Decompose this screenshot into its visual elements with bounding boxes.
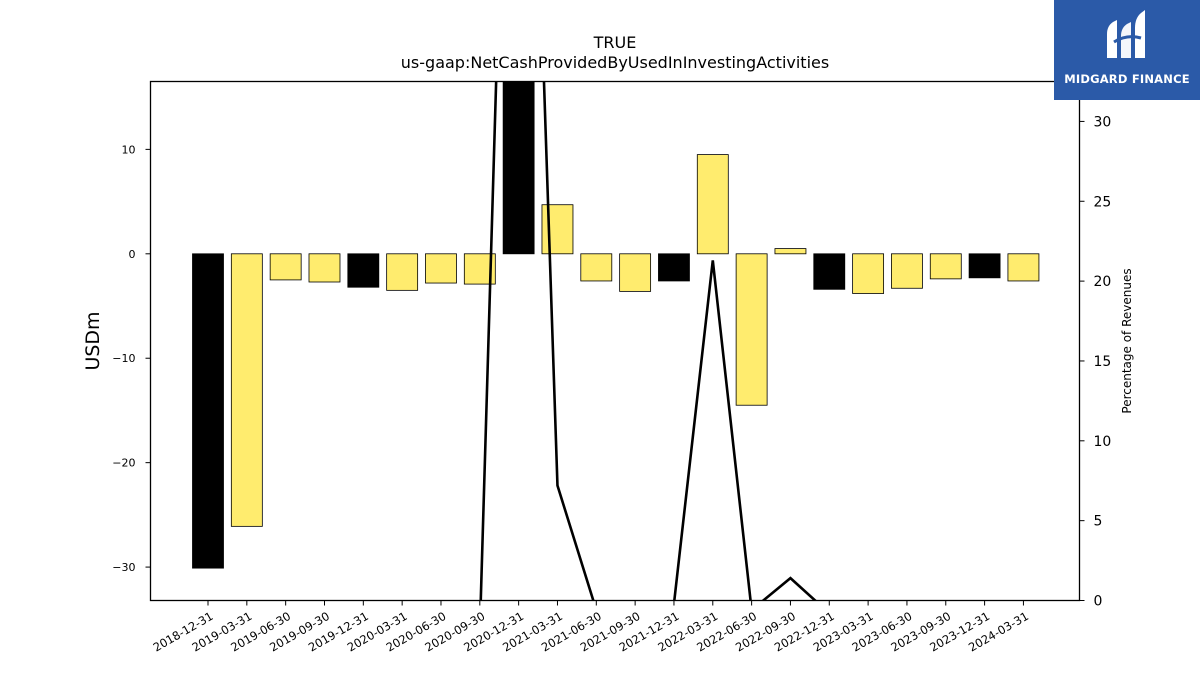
bar-2021-09-30	[619, 253, 652, 292]
bar-2022-03-31	[696, 154, 729, 255]
brand-name: MIDGARD FINANCE	[1064, 72, 1190, 86]
bar-2021-12-31	[658, 253, 690, 282]
bar-2019-12-31	[347, 253, 380, 288]
bar-2020-12-31	[502, 81, 535, 255]
bar-2018-12-31	[192, 253, 224, 569]
y2-tick-label: 10	[1094, 434, 1112, 450]
line-segment-1	[673, 260, 818, 601]
bar-2021-06-30	[580, 253, 613, 282]
bar-2022-06-30	[735, 253, 768, 406]
bar-2022-09-30	[774, 248, 807, 255]
bar-2019-09-30	[308, 253, 341, 283]
bar-2024-03-31	[1007, 253, 1040, 282]
bar-2019-03-31	[230, 253, 263, 527]
y2-axis-label: Percentage of Revenues	[1120, 268, 1134, 413]
y-axis-label: USDm	[82, 311, 104, 370]
y-tick-label: −30	[112, 561, 135, 574]
chart-title: TRUE	[593, 33, 637, 52]
bar-2020-03-31	[386, 253, 419, 291]
brand-logo: MIDGARD FINANCE	[1054, 0, 1200, 100]
y-tick-label: 10	[122, 143, 136, 156]
bar-2023-03-31	[852, 253, 885, 294]
line-segment-0	[479, 81, 595, 601]
bars-layer	[192, 81, 1040, 569]
midgard-finance-logo-icon	[1107, 10, 1145, 58]
bar-2019-06-30	[269, 253, 302, 281]
bar-2023-09-30	[929, 253, 962, 280]
y2-tick-label: 0	[1094, 594, 1103, 610]
bar-2023-06-30	[891, 253, 923, 289]
y2-tick-label: 20	[1094, 274, 1112, 290]
plot-frame	[149, 80, 1081, 602]
bar-2023-12-31	[968, 253, 1001, 279]
chart-subtitle: us-gaap:NetCashProvidedByUsedInInvesting…	[401, 53, 829, 72]
line-layer	[479, 81, 818, 601]
y-tick-label: −10	[112, 352, 135, 365]
bar-2022-12-31	[813, 253, 846, 290]
y2-tick-label: 5	[1094, 514, 1103, 530]
y2-tick-label: 25	[1094, 194, 1112, 210]
bar-2021-03-31	[541, 204, 574, 255]
y-tick-label: 0	[129, 248, 136, 261]
y-tick-label: −20	[112, 457, 135, 470]
y2-tick-label: 30	[1094, 114, 1112, 130]
y2-tick-label: 15	[1094, 354, 1112, 370]
bar-2020-06-30	[425, 253, 457, 284]
